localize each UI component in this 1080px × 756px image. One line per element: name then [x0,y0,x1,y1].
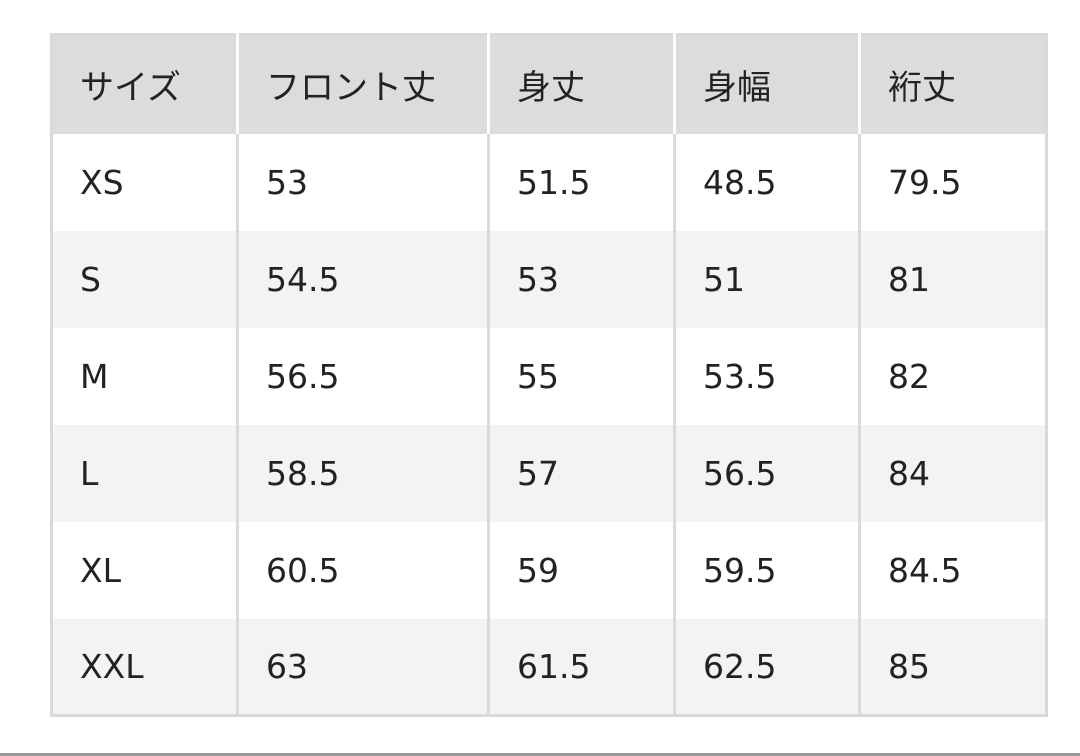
table-row: XS 53 51.5 48.5 79.5 [51,133,1047,231]
measurement-cell: 79.5 [858,133,1047,231]
size-cell: XL [51,521,238,619]
size-cell: L [51,424,238,522]
measurement-cell: 54.5 [236,230,489,328]
table-row: S 54.5 53 51 81 [51,230,1047,328]
measurement-cell: 57 [487,424,675,522]
measurement-cell: 63 [236,618,489,716]
measurement-cell: 81 [858,230,1047,328]
measurement-cell: 85 [858,618,1047,716]
measurement-cell: 56.5 [236,327,489,425]
size-cell: S [51,230,238,328]
measurement-cell: 59 [487,521,675,619]
table-row: XXL 63 61.5 62.5 85 [51,618,1047,716]
measurement-cell: 62.5 [673,618,860,716]
measurement-cell: 55 [487,327,675,425]
measurement-cell: 84 [858,424,1047,522]
measurement-cell: 51.5 [487,133,675,231]
size-chart-table: サイズ フロント丈 身丈 身幅 裄丈 XS 53 51.5 48.5 79.5 S 54.5 53 51… [50,33,1048,717]
measurement-cell: 56.5 [673,424,860,522]
table-row: XL 60.5 59 59.5 84.5 [51,521,1047,619]
measurement-cell: 84.5 [858,521,1047,619]
measurement-cell: 82 [858,327,1047,425]
table-row: L 58.5 57 56.5 84 [51,424,1047,522]
header-row: サイズ フロント丈 身丈 身幅 裄丈 [51,34,1047,134]
measurement-cell: 60.5 [236,521,489,619]
column-header: 身丈 [487,34,675,134]
measurement-cell: 59.5 [673,521,860,619]
measurement-cell: 51 [673,230,860,328]
size-cell: XS [51,133,238,231]
measurement-cell: 58.5 [236,424,489,522]
divider [0,753,1080,756]
measurement-cell: 53.5 [673,327,860,425]
measurement-cell: 48.5 [673,133,860,231]
size-cell: M [51,327,238,425]
measurement-cell: 61.5 [487,618,675,716]
size-cell: XXL [51,618,238,716]
measurement-cell: 53 [236,133,489,231]
column-header: サイズ [51,34,238,134]
column-header: フロント丈 [236,34,489,134]
column-header: 裄丈 [858,34,1047,134]
column-header: 身幅 [673,34,860,134]
table-row: M 56.5 55 53.5 82 [51,327,1047,425]
measurement-cell: 53 [487,230,675,328]
